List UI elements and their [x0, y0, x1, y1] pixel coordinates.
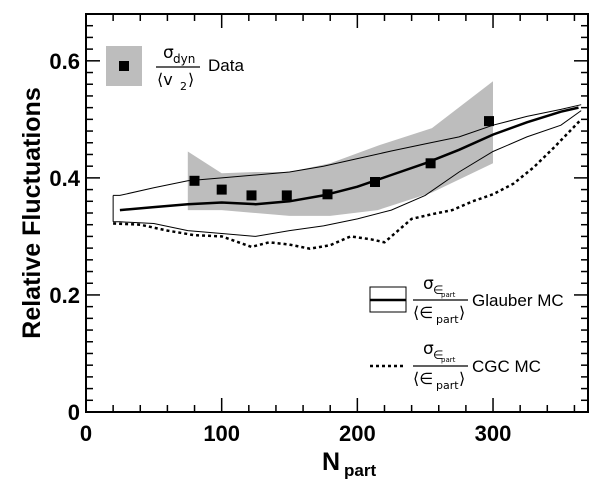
glauber-envelope-layer: [112, 104, 582, 237]
data-point-1: [216, 184, 227, 195]
legend-data-denominator: ⟨v: [157, 70, 173, 89]
legend-glauber-denominator-sub: part: [436, 313, 459, 326]
x-tick-label-2: 200: [339, 421, 376, 446]
series-lines-layer: [113, 106, 583, 250]
data-point-3: [281, 190, 292, 201]
legend-data-marker: [119, 61, 129, 71]
legend-glauber-denominator: ⟨∈: [413, 303, 433, 322]
x-axis-title-subscript: part: [344, 461, 376, 479]
data-point-2: [246, 190, 257, 201]
data-point-4: [322, 189, 333, 200]
glauber-mc-envelope-upper: [113, 104, 582, 196]
legend-data-entry: σ dyn ⟨v 2 ⟩ Data: [106, 43, 244, 93]
data-point-6: [425, 158, 436, 169]
x-tick-label-3: 300: [475, 421, 512, 446]
legend-glauber-sigma-subsub: part: [441, 291, 456, 299]
legend-data-label: Data: [208, 56, 244, 75]
y-axis-title: Relative Fluctuations: [18, 87, 46, 338]
data-point-7: [484, 116, 494, 127]
legend-glauber-denominator-close: ⟩: [459, 303, 465, 322]
legend-cgc-label: CGC MC: [472, 357, 541, 376]
y-tick-label-1: 0.2: [49, 283, 80, 308]
x-axis-title: N part: [322, 448, 376, 479]
legend-glauber-entry: σ ∈ part ⟨∈ part ⟩ Glauber MC: [369, 274, 564, 326]
legend-glauber-sigma: σ: [423, 274, 434, 294]
axes-layer: 0 100 200 300 0 0.2 0.4 0.6: [49, 13, 588, 446]
legend-cgc-entry: σ ∈ part ⟨∈ part ⟩ CGC MC: [370, 339, 541, 392]
legend-data-denominator-close: ⟩: [188, 70, 194, 89]
legend-data-sigma: σ: [163, 43, 174, 63]
data-systematic-band: [187, 81, 494, 216]
y-tick-label-0: 0: [68, 400, 80, 425]
data-point-5: [370, 177, 380, 187]
cgc-mc-line: [113, 118, 583, 250]
glauber-mc-line: [119, 106, 579, 212]
legend-data-denominator-sub: 2: [180, 80, 187, 93]
legend-cgc-denominator: ⟨∈: [413, 369, 433, 388]
legend-data-sigma-sub: dyn: [173, 52, 195, 66]
legend-cgc-sigma-subsub: part: [441, 356, 456, 364]
legend-cgc-denominator-sub: part: [436, 379, 459, 392]
x-axis-title-main: N: [322, 448, 340, 476]
data-points-layer: [189, 116, 494, 201]
y-tick-label-2: 0.4: [49, 166, 80, 191]
legend-glauber-sigma-sub: ∈: [433, 283, 443, 297]
data-error-band-layer: [187, 81, 494, 216]
glauber-mc-envelope-lower: [113, 110, 582, 237]
legend-cgc-denominator-close: ⟩: [459, 369, 465, 388]
legend-cgc-sigma-sub: ∈: [433, 348, 443, 362]
x-tick-label-0: 0: [80, 421, 92, 446]
y-tick-label-3: 0.6: [49, 49, 80, 74]
x-tick-label-1: 100: [203, 421, 240, 446]
legend-glauber-label: Glauber MC: [472, 291, 564, 310]
data-point-0: [189, 175, 200, 186]
legend-cgc-sigma: σ: [423, 339, 434, 359]
